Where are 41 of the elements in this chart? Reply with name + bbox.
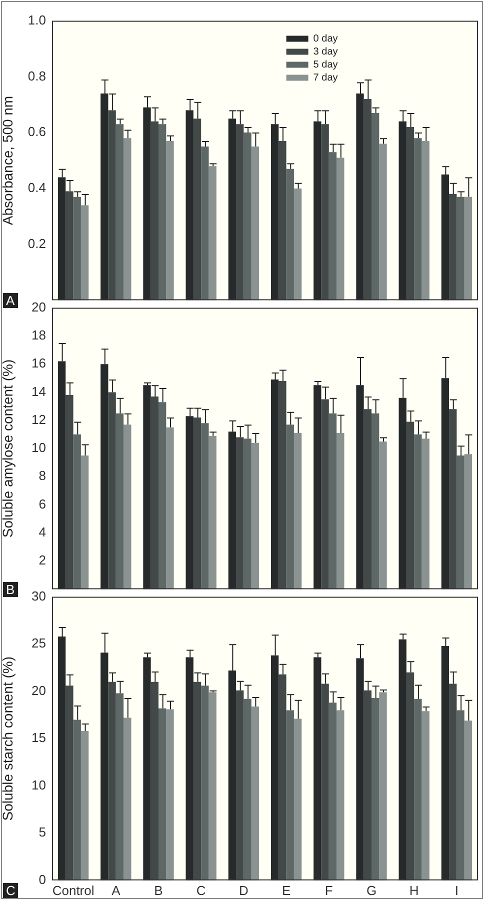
y-tick-label: 6 xyxy=(38,496,46,512)
y-tick-label: 0.6 xyxy=(28,124,46,140)
y-axis-title: Absorbance, 500 nm xyxy=(0,96,16,226)
y-tick-label: 5 xyxy=(38,824,46,840)
x-tick-label: Control xyxy=(52,882,94,898)
legend-label: 5 day xyxy=(313,60,338,71)
x-tick-label: B xyxy=(154,882,163,898)
x-tick-label: A xyxy=(112,882,121,898)
x-tick-label: G xyxy=(366,882,377,898)
y-tick-label: 25 xyxy=(32,636,46,651)
y-tick-label: 18 xyxy=(32,328,46,343)
legend-label: 0 day xyxy=(313,34,338,45)
legend-label: 7 day xyxy=(313,72,338,84)
y-tick-label: 15 xyxy=(32,730,46,746)
y-axis-title: Soluble amylose content (%) xyxy=(0,359,16,538)
y-tick-label: 20 xyxy=(32,299,46,314)
text: B xyxy=(3,582,18,597)
y-tick-label: 12 xyxy=(32,412,46,427)
x-tick-label: F xyxy=(324,882,333,898)
y-tick-label: 14 xyxy=(32,384,46,399)
y-tick-label: 10 xyxy=(32,777,46,792)
y-tick-label: 1.0 xyxy=(28,12,46,28)
y-tick-label: 16 xyxy=(32,356,46,371)
y-tick-label: 20 xyxy=(32,682,46,698)
legend-label: 3 day xyxy=(313,46,338,58)
x-tick-label: D xyxy=(239,882,248,898)
y-tick-label: 8 xyxy=(38,468,46,484)
y-axis-title: Soluble starch content (%) xyxy=(0,656,16,821)
x-tick-label: I xyxy=(454,882,459,898)
y-tick-label: 0.2 xyxy=(28,236,46,251)
y-tick-label: 30 xyxy=(32,588,46,604)
y-tick-label: 0 xyxy=(38,872,46,887)
text: A xyxy=(3,293,18,308)
x-tick-label: C xyxy=(196,882,206,898)
y-tick-label: 4 xyxy=(38,524,46,540)
x-tick-label: H xyxy=(409,882,419,898)
y-tick-label: 0.4 xyxy=(28,180,46,196)
x-tick-label: E xyxy=(282,882,291,898)
y-tick-label: 10 xyxy=(32,440,46,456)
y-tick-label: 2 xyxy=(38,552,46,568)
y-tick-label: 0.8 xyxy=(28,68,46,84)
